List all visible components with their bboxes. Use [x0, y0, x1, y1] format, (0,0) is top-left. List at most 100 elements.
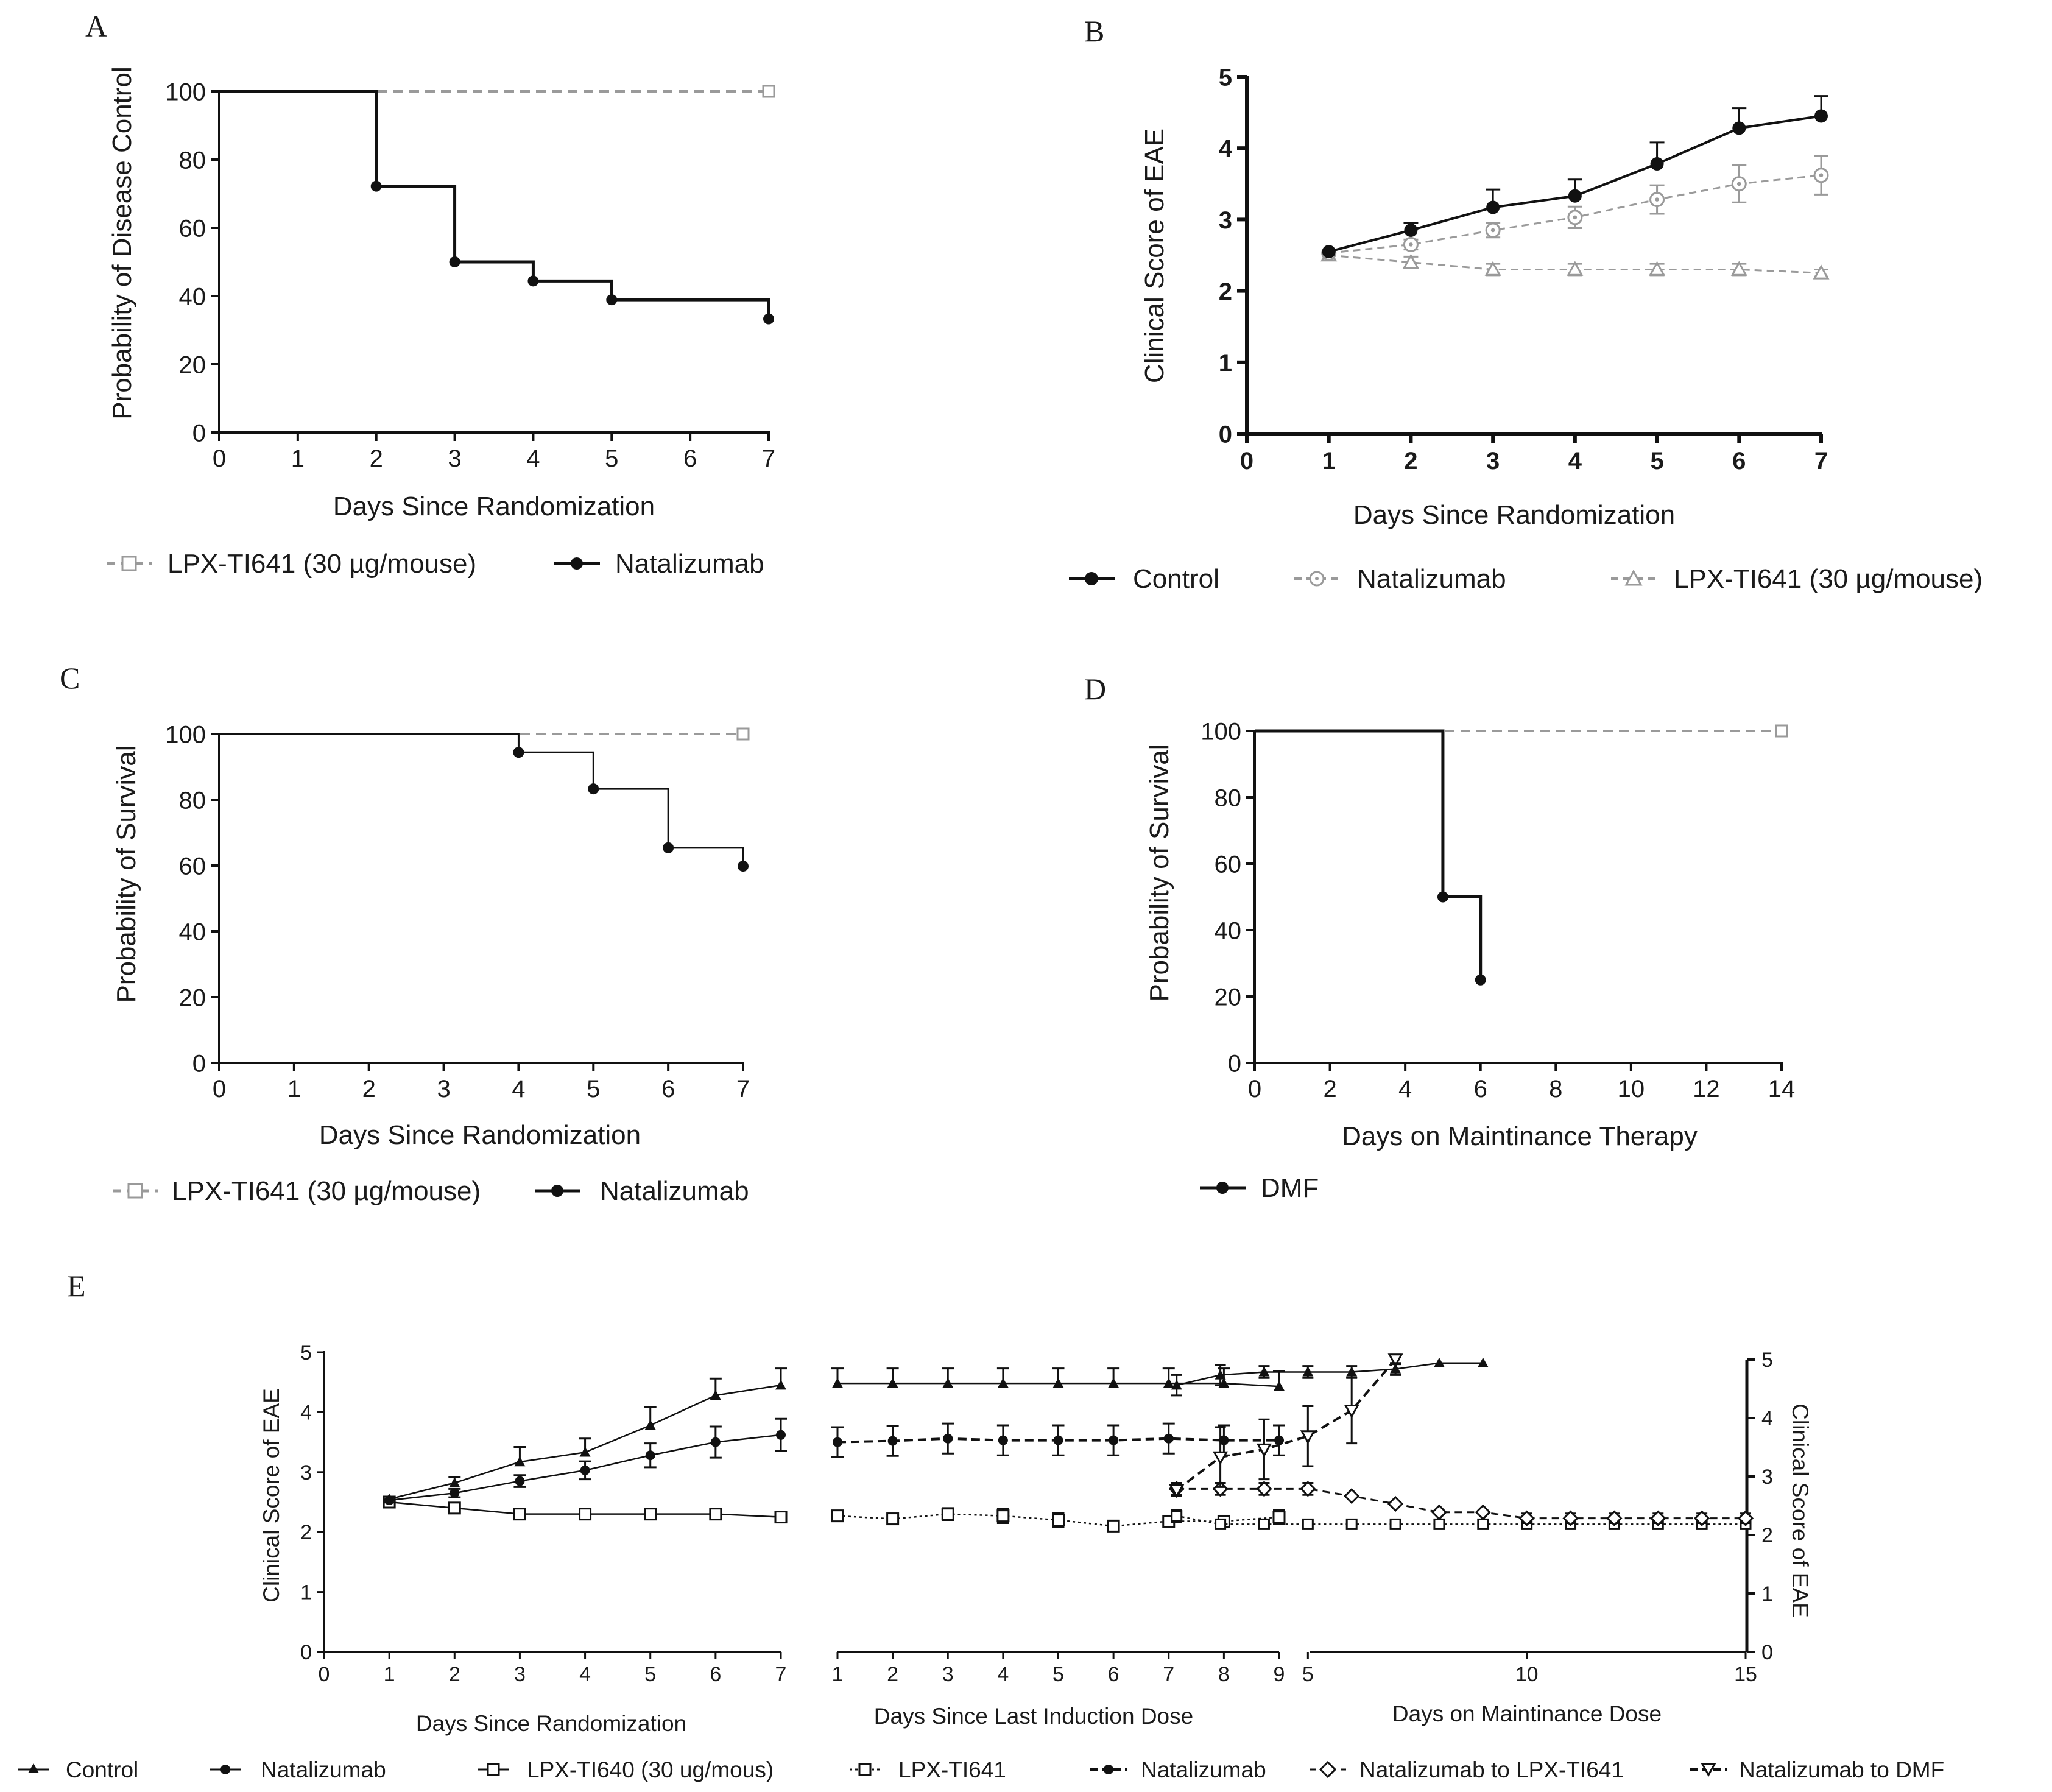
- panel-d-y-tick-label: 60: [1215, 851, 1242, 878]
- panel-e-seg2-lpx-ti641-point: [1052, 1514, 1065, 1527]
- panel-d-x-tick-label: 0: [1248, 1076, 1261, 1102]
- panel-e-y-tick-label: 1: [300, 1581, 312, 1604]
- panel-b-series-natalizumab-point-center: [1655, 197, 1659, 202]
- panel-a-ylabel: Probability of Disease Control: [107, 66, 137, 420]
- panel-a-series-natalizumab-marker: [606, 294, 618, 306]
- panel-e-seg2-lpx-ti641: [831, 1507, 1286, 1533]
- panel-b-x-tick-label: 4: [1568, 448, 1582, 474]
- panel-c-series-natalizumab-marker: [513, 747, 524, 758]
- panel-e-seg1-lpx-ti640-point: [644, 1508, 657, 1521]
- panel-b-series-lpx-ti641-30-g-mouse--point: [1402, 253, 1419, 269]
- panel-a-y-tick-label: 80: [179, 147, 206, 174]
- legend-b-natalizumab-label: Natalizumab: [1357, 564, 1506, 594]
- panel-c-series-natalizumab-marker: [663, 842, 674, 853]
- panel-letter-a: A: [85, 9, 107, 43]
- panel-d-ylabel: Probability of Survival: [1144, 744, 1174, 1001]
- panel-e-seg1-natalizumab-point: [645, 1450, 655, 1461]
- panel-e-seg1-lpx-ti640-point: [774, 1511, 788, 1524]
- legend-c-natalizumab: Natalizumab: [535, 1176, 749, 1206]
- panel-e-seg1-lpx-ti640: [383, 1495, 788, 1524]
- panel-b-y-tick-label: 0: [1219, 421, 1232, 448]
- legend-d-dmf: DMF: [1200, 1173, 1319, 1203]
- panel-b-x-tick-label: 5: [1650, 448, 1663, 474]
- panel-e-seg3-control-point: [1215, 1369, 1226, 1380]
- panel-c-series-natalizumab: [219, 733, 749, 872]
- panel-a-x-tick-label: 7: [762, 445, 775, 472]
- panel-a-series-lpx-ti641-30-g-mouse-: [219, 85, 775, 98]
- panel-d-y-tick-label: 0: [1228, 1050, 1241, 1077]
- panel-a-y-tick-label: 60: [179, 215, 206, 242]
- panel-a-y-tick-label: 20: [179, 351, 206, 378]
- panel-b-series-lpx-ti641-30-g-mouse-: [1320, 246, 1830, 280]
- panel-c-x-tick-label: 5: [587, 1076, 600, 1102]
- panel-b-x-tick-label: 6: [1732, 448, 1746, 474]
- panel-e-x-tick-label: 6: [710, 1663, 721, 1686]
- panel-b-y-tick-label: 3: [1219, 207, 1232, 234]
- panel-e-seg2-lpx-ti641-point: [1272, 1511, 1286, 1524]
- panel-e-x-tick-label: 1: [384, 1663, 395, 1686]
- panel-d-xlabel: Days on Maintinance Therapy: [1342, 1121, 1698, 1151]
- legend-c: LPX-TI641 (30 µg/mouse) Natalizumab: [113, 1176, 749, 1206]
- panel-e-seg3-nat-to-lpx-point: [1737, 1510, 1754, 1526]
- panel-b-series-control-point: [1486, 200, 1500, 214]
- panel-e-seg3-nat-to-lpx-point: [1606, 1510, 1623, 1526]
- legend-e-lpx-ti640-label: LPX-TI640 (30 ug/mous): [527, 1757, 774, 1782]
- panel-e-seg2-control-point: [1274, 1381, 1285, 1391]
- panel-c-axes: 0 1 2 3 4 5 6 7 0 20 40 60 80 100: [165, 721, 750, 1102]
- panel-e-y-tick-right-label: 3: [1761, 1466, 1773, 1489]
- panel-e-seg1-natalizumab-point: [450, 1488, 460, 1498]
- legend-e-natalizumab-dashed: Natalizumab: [1090, 1757, 1266, 1782]
- panel-c-series-lpx-ti641-30-g-mouse--marker: [736, 727, 750, 741]
- panel-c-y-tick-label: 100: [165, 721, 206, 748]
- panel-letter-e: E: [67, 1269, 86, 1303]
- legend-a-natalizumab-label: Natalizumab: [615, 549, 764, 579]
- panel-e-y-tick-right-label: 5: [1761, 1349, 1773, 1372]
- panel-e-y-tick-right-label: 2: [1761, 1524, 1773, 1547]
- panel-e-seg1-control: [384, 1367, 787, 1504]
- panel-b-series-natalizumab-point: [1485, 222, 1501, 238]
- panel-b-series-lpx-ti641-30-g-mouse--point: [1813, 264, 1830, 280]
- panel-e-x-tick-label: 15: [1734, 1663, 1757, 1686]
- panel-e-seg1-natalizumab: [384, 1417, 787, 1506]
- panel-b-series-control: [1322, 95, 1828, 259]
- panel-b-series-natalizumab-point: [1813, 168, 1829, 183]
- panel-e-seg3-nat-to-dmf-point: [1344, 1404, 1359, 1419]
- panel-e-seg2-control-point: [832, 1378, 843, 1388]
- panel-b-series-control-point: [1732, 121, 1746, 135]
- panel-d-series-dmf-marker: [1437, 891, 1448, 903]
- legend-b: Control Natalizumab LPX-TI641 (30 µg/mou…: [1069, 564, 1983, 594]
- panel-e-seg3-lpx-ti641-point: [1215, 1518, 1227, 1530]
- panel-e-seg2-natalizumab-point: [1109, 1435, 1119, 1445]
- panel-e-seg3-control: [1171, 1357, 1489, 1397]
- panel-e-seg3-nat-to-dmf-point: [1300, 1430, 1316, 1444]
- panel-c-y-tick-label: 80: [179, 787, 206, 814]
- panel-d-axes: 0 2 4 6 8 10 12 14 0 20 40 60 80 100: [1201, 718, 1795, 1102]
- panel-e-seg3-lpx-ti641-point: [1258, 1518, 1270, 1530]
- panel-b-y-tick-label: 2: [1219, 278, 1232, 305]
- panel-e-x-tick-label: 8: [1218, 1663, 1230, 1686]
- panel-e-seg1-control-point: [514, 1456, 526, 1467]
- panel-e-seg3-nat-to-dmf-line: [1176, 1358, 1397, 1491]
- legend-c-natalizumab-label: Natalizumab: [600, 1176, 749, 1206]
- panel-e-seg3-nat-to-lpx: [1168, 1481, 1754, 1526]
- legend-e: Control Natalizumab LPX-TI640 (30 ug/mou…: [18, 1757, 1944, 1782]
- panel-a-xlabel: Days Since Randomization: [333, 492, 655, 521]
- panel-e-x-tick-label: 2: [449, 1663, 460, 1686]
- panel-e-seg3-nat-to-lpx-point: [1694, 1510, 1710, 1526]
- panel-b-series-natalizumab-point-center: [1409, 242, 1413, 247]
- panel-e-seg2-natalizumab-point: [1274, 1435, 1284, 1445]
- panel-b-series-natalizumab-point-center: [1573, 215, 1578, 220]
- legend-e-lpx-ti641: LPX-TI641: [850, 1757, 1006, 1782]
- panel-e-xlabel-1: Days Since Randomization: [416, 1711, 686, 1736]
- panel-e-x-tick-label: 9: [1274, 1663, 1285, 1686]
- panel-b-x-tick-label: 0: [1240, 448, 1253, 474]
- panel-e-seg1-natalizumab-point: [515, 1476, 525, 1486]
- panel-b-series-natalizumab-point: [1649, 192, 1665, 208]
- legend-e-nat-to-dmf-label: Natalizumab to DMF: [1739, 1757, 1944, 1782]
- panel-a-series-natalizumab: [219, 90, 774, 325]
- panel-b-xlabel: Days Since Randomization: [1353, 500, 1675, 530]
- panel-a-y-tick-label: 0: [192, 420, 206, 446]
- panel-e-seg3-nat-to-lpx-point: [1518, 1510, 1535, 1526]
